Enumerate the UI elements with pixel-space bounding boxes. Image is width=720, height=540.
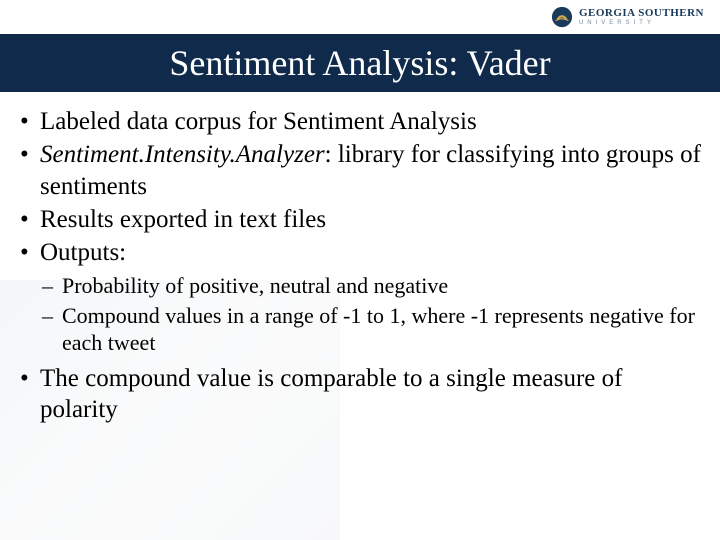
slide-title: Sentiment Analysis: Vader [169,42,550,84]
bullet-item: Results exported in text files [18,204,702,235]
header: GEORGIA SOUTHERN UNIVERSITY [0,0,720,34]
bullet-item: Labeled data corpus for Sentiment Analys… [18,106,702,137]
bullet-item: Outputs: [18,237,702,268]
italic-term: Sentiment.Intensity.Analyzer [40,141,325,168]
eagle-icon [551,6,573,28]
logo-sub-text: UNIVERSITY [579,20,704,26]
sub-bullet-item: Compound values in a range of -1 to 1, w… [18,302,702,357]
logo-main-text: GEORGIA SOUTHERN [579,8,704,19]
main-bullet-list: Labeled data corpus for Sentiment Analys… [18,106,702,268]
sub-bullet-list: Probability of positive, neutral and neg… [18,272,702,357]
title-bar: Sentiment Analysis: Vader [0,34,720,92]
sub-bullet-item: Probability of positive, neutral and neg… [18,272,702,300]
bullet-item: The compound value is comparable to a si… [18,363,702,426]
logo-text: GEORGIA SOUTHERN UNIVERSITY [579,8,704,26]
slide-content: Labeled data corpus for Sentiment Analys… [0,92,720,425]
university-logo: GEORGIA SOUTHERN UNIVERSITY [551,6,704,28]
main-bullet-list-2: The compound value is comparable to a si… [18,363,702,426]
bullet-item: Sentiment.Intensity.Analyzer: library fo… [18,139,702,202]
